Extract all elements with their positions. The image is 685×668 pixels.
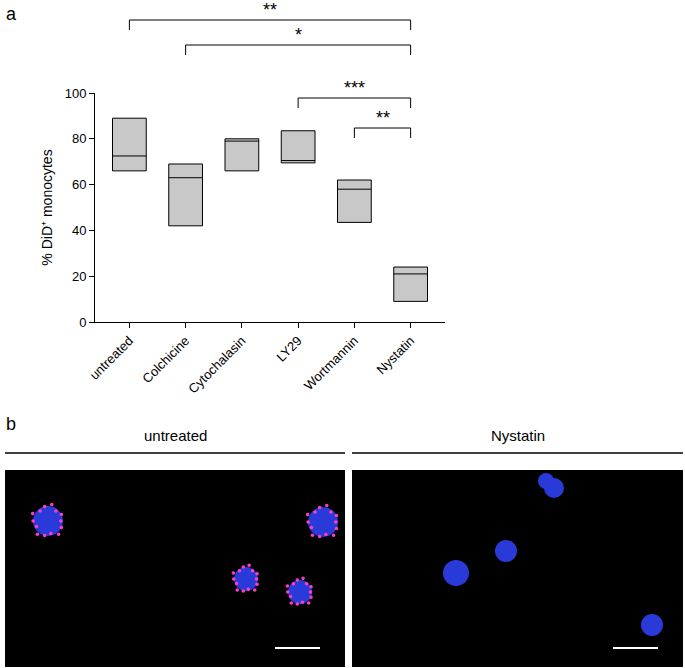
svg-text:Cytochalasin: Cytochalasin [185,333,248,396]
svg-text:40: 40 [72,223,86,238]
svg-text:b: b [6,414,16,434]
svg-text:Colchicine: Colchicine [139,333,192,386]
svg-text:60: 60 [72,177,86,192]
svg-text:a: a [6,4,17,24]
svg-text:% DiD⁺ monocytes: % DiD⁺ monocytes [39,149,55,265]
svg-text:Nystatin: Nystatin [374,333,418,377]
svg-text:**: ** [376,108,390,128]
svg-text:Wortmannin: Wortmannin [301,333,361,393]
svg-text:untreated: untreated [144,427,207,444]
svg-text:untreated: untreated [87,333,136,382]
svg-text:**: ** [263,0,277,20]
svg-text:Nystatin: Nystatin [491,427,545,444]
svg-text:0: 0 [79,315,86,330]
svg-text:*: * [295,25,302,45]
svg-text:***: *** [344,78,365,98]
svg-text:100: 100 [65,86,87,101]
svg-text:20: 20 [72,269,86,284]
svg-text:LY29: LY29 [273,333,304,364]
svg-text:80: 80 [72,131,86,146]
